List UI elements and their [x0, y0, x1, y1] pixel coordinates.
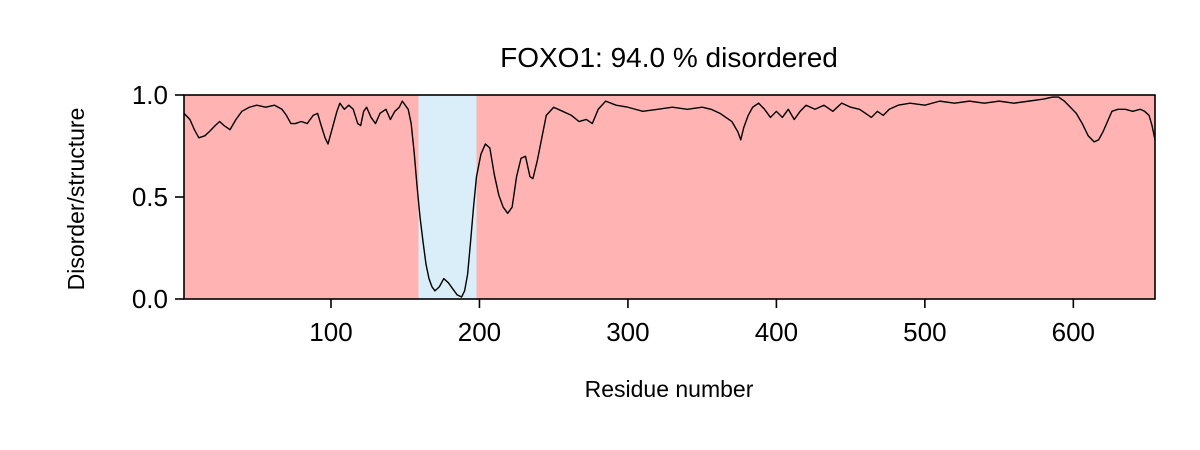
region-disordered-0	[184, 95, 419, 299]
y-tick-label: 0.0	[132, 284, 168, 314]
x-tick-label: 500	[903, 317, 946, 347]
x-axis-label: Residue number	[585, 376, 754, 402]
background-regions	[184, 95, 1155, 299]
x-tick-label: 100	[309, 317, 352, 347]
x-tick-label: 200	[458, 317, 501, 347]
y-axis-ticks: 0.0 0.5 1.0	[132, 80, 184, 314]
y-tick-label: 1.0	[132, 80, 168, 110]
region-structured-1	[418, 95, 477, 299]
x-tick-label: 300	[606, 317, 649, 347]
region-disordered-2	[476, 95, 1155, 299]
x-tick-label: 600	[1052, 317, 1095, 347]
chart-title: FOXO1: 94.0 % disordered	[500, 42, 838, 73]
x-tick-label: 400	[755, 317, 798, 347]
x-axis-ticks: 100 200 300 400 500 600	[309, 299, 1095, 347]
disorder-line	[183, 96, 1156, 298]
y-axis-label: Disorder/structure	[63, 108, 89, 291]
y-tick-label: 0.5	[132, 182, 168, 212]
